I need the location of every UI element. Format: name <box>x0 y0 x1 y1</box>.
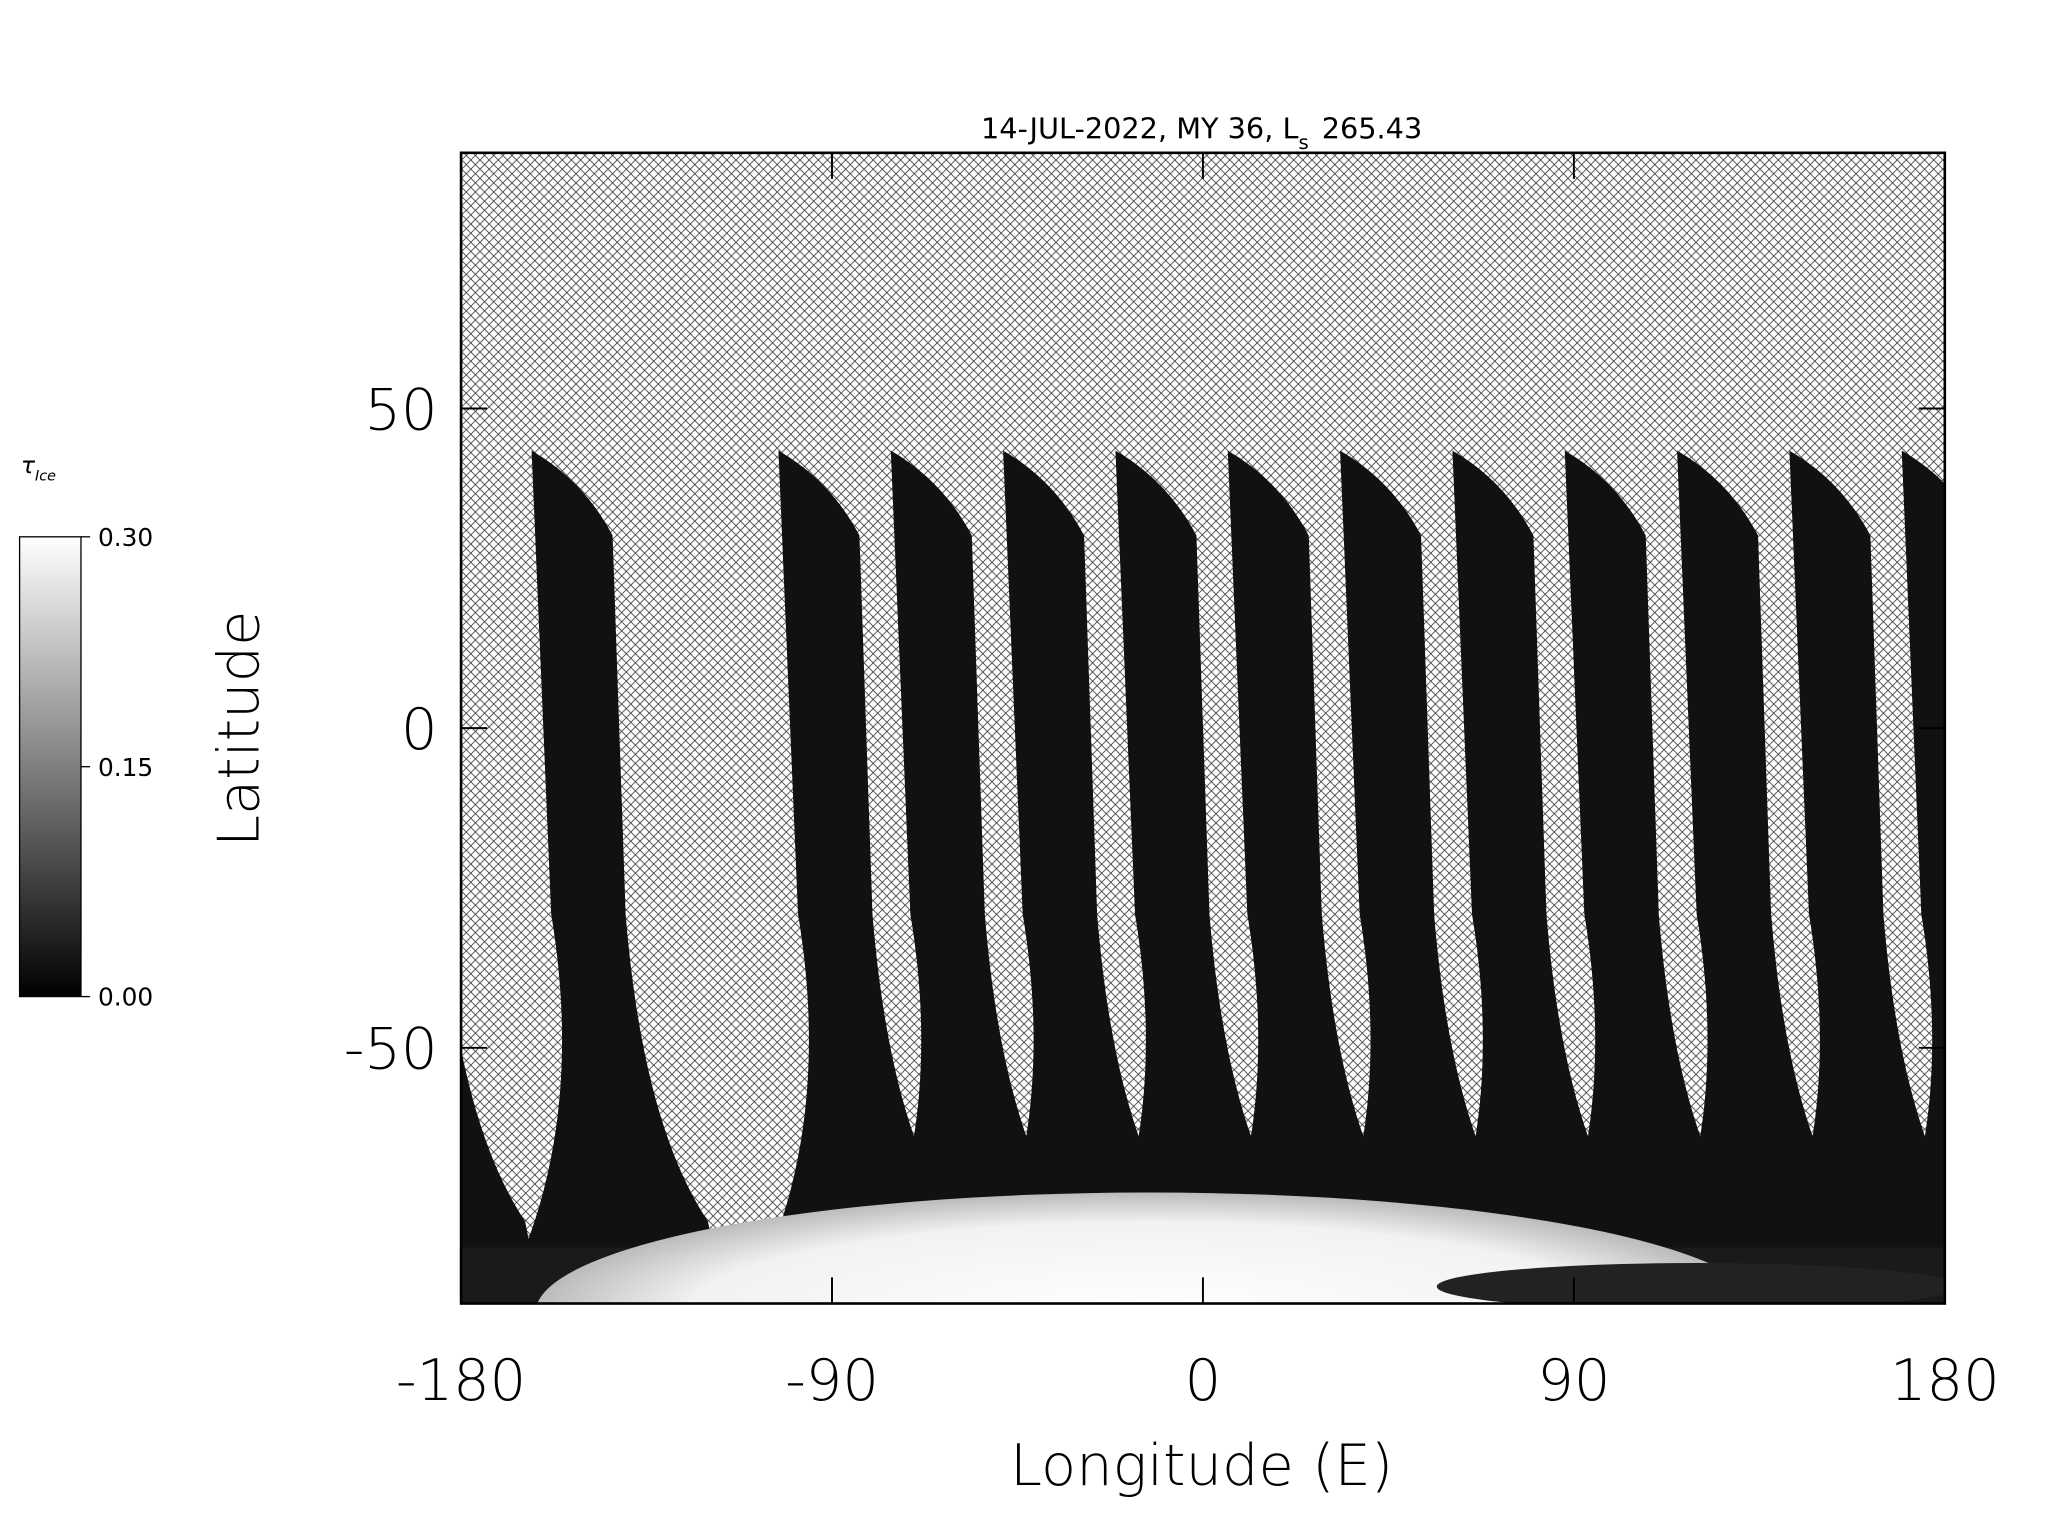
swath <box>461 1049 532 1258</box>
colorbar-tick-label: 0.30 <box>98 523 153 552</box>
swath <box>877 450 1074 1265</box>
swath <box>518 450 715 1265</box>
y-tick-label: 50 <box>364 376 437 443</box>
swath <box>1327 450 1523 1265</box>
x-tick-label: 90 <box>1537 1347 1610 1414</box>
swath <box>1551 450 1748 1265</box>
y-axis-label: Latitude <box>206 611 273 847</box>
swath <box>990 450 1186 1265</box>
swath <box>1664 450 1860 1265</box>
swath <box>1776 450 1945 1265</box>
colorbar-tick-label: 0.15 <box>98 753 153 782</box>
x-tick-label: 180 <box>1890 1347 2000 1414</box>
swath <box>1102 450 1299 1265</box>
swath <box>1888 450 1945 1265</box>
colorbar-tick-label: 0.00 <box>98 983 153 1012</box>
x-tick-label: -180 <box>396 1347 526 1414</box>
swath <box>1439 450 1636 1265</box>
map-image <box>461 152 1945 1304</box>
x-tick-label: -90 <box>785 1347 879 1414</box>
chart-title: 14-JUL-2022, MY 36, Ls 265.43 <box>981 111 1422 153</box>
swath <box>1214 450 1411 1265</box>
colorbar <box>18 536 82 998</box>
x-tick-label: 0 <box>1185 1347 1222 1414</box>
y-tick-label: 0 <box>401 696 438 763</box>
swath <box>765 450 962 1265</box>
y-tick-label: -50 <box>344 1016 438 1083</box>
colorbar-label: τIce <box>21 451 56 485</box>
x-axis-label: Longitude (E) <box>1010 1432 1393 1499</box>
